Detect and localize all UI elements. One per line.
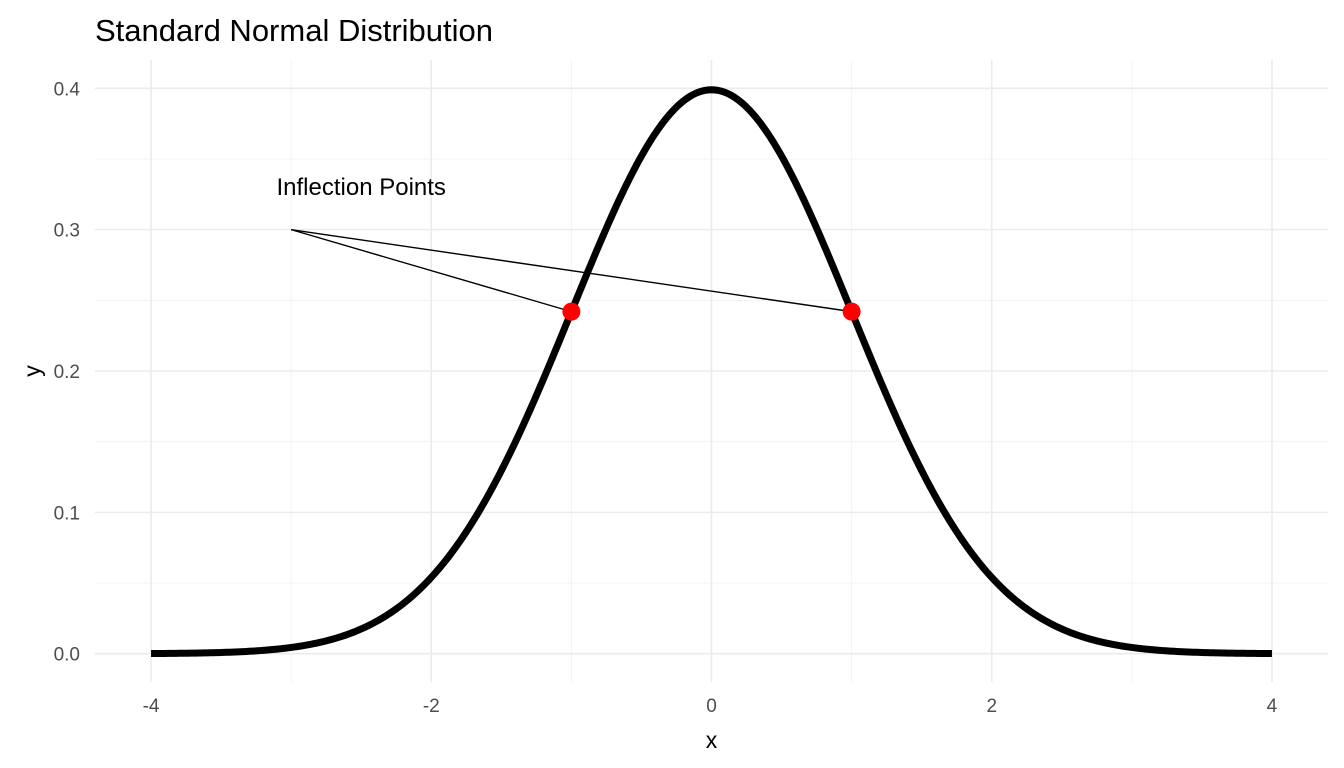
normal-curve-line [150, 86, 1273, 658]
inflection-point [562, 302, 581, 321]
x-tick-label: -4 [143, 696, 160, 717]
x-tick-label: 2 [986, 696, 997, 717]
y-tick-label: 0.2 [54, 362, 80, 383]
chart-title: Standard Normal Distribution [95, 13, 493, 48]
y-tick-label: 0.4 [54, 79, 81, 100]
y-tick-label: 0.1 [54, 503, 80, 524]
annotation-pointer-line [291, 228, 852, 313]
x-tick-label: -2 [423, 696, 440, 717]
x-tick-label: 4 [1267, 696, 1278, 717]
inflection-point [842, 302, 861, 321]
x-axis-ticks: -4 -2 0 2 4 [143, 696, 1278, 717]
y-tick-label: 0.3 [54, 221, 80, 242]
annotation-label: Inflection Points [276, 174, 445, 201]
annotation-lines [290, 228, 852, 313]
y-tick-label: 0.0 [54, 645, 80, 666]
x-tick-label: 0 [706, 696, 717, 717]
y-axis-title: y [19, 365, 45, 377]
inflection-points [562, 302, 861, 321]
x-axis-title: x [706, 727, 718, 753]
annotation-pointer-line [290, 228, 572, 313]
grid [95, 60, 1328, 682]
y-axis-ticks: 0.0 0.1 0.2 0.3 0.4 [54, 79, 81, 665]
